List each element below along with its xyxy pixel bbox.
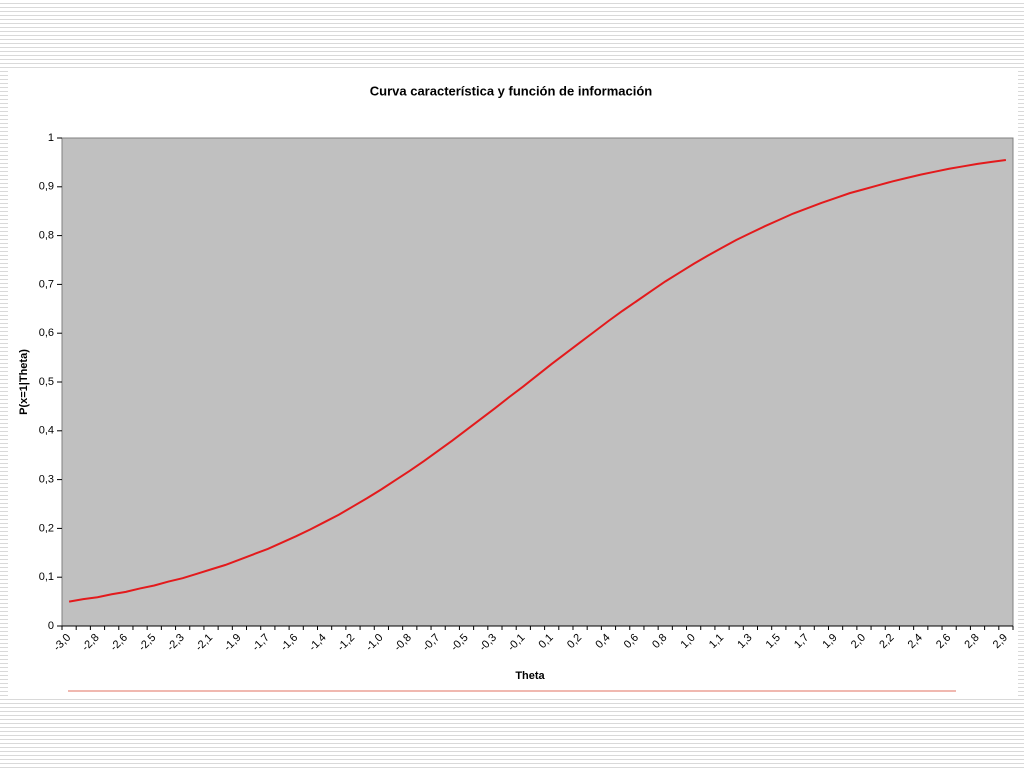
- y-tick-label: 0,3: [39, 474, 54, 486]
- y-tick-label: 1: [48, 132, 54, 144]
- data-line: [68, 158, 1007, 603]
- y-axis-title: P(x=1|Theta): [18, 349, 30, 415]
- y-tick-label: 0,6: [39, 327, 54, 339]
- y-tick-label: 0: [48, 620, 54, 632]
- y-tick-label: 0,7: [39, 278, 54, 290]
- x-axis-title: Theta: [515, 670, 545, 682]
- y-tick-label: 0,4: [39, 425, 54, 437]
- y-tick-label: 0,2: [39, 522, 54, 534]
- y-tick-label: 0,5: [39, 376, 54, 388]
- y-tick-label: 0,8: [39, 230, 54, 242]
- plot-area: [61, 137, 1014, 627]
- chart-title: Curva característica y función de inform…: [370, 83, 653, 98]
- y-tick-label: 0,1: [39, 571, 54, 583]
- y-tick-label: 0,9: [39, 181, 54, 193]
